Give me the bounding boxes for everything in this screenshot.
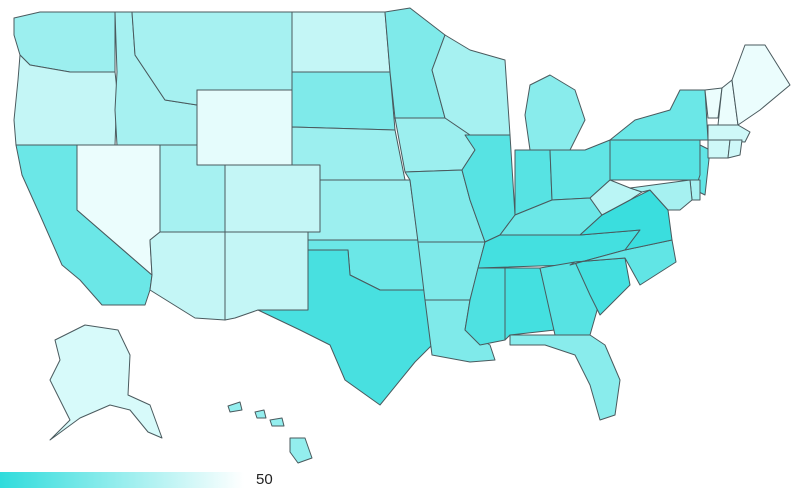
state-florida[interactable]: [509, 334, 621, 421]
state-kansas[interactable]: [307, 179, 419, 241]
state-vermont[interactable]: [704, 87, 723, 119]
state-maryland[interactable]: [629, 179, 693, 211]
state-washington[interactable]: [13, 11, 116, 73]
state-hawaii[interactable]: [227, 401, 313, 464]
state-shapes: [13, 7, 791, 464]
state-wyoming[interactable]: [196, 89, 293, 166]
state-new-mexico[interactable]: [224, 231, 309, 321]
legend-gradient-bar: [0, 472, 244, 488]
state-maine[interactable]: [731, 44, 791, 126]
state-pennsylvania[interactable]: [609, 139, 701, 181]
state-south-dakota[interactable]: [291, 71, 396, 131]
state-texas[interactable]: [257, 249, 433, 406]
state-rhode-island[interactable]: [727, 139, 743, 159]
state-colorado[interactable]: [224, 164, 321, 233]
state-michigan[interactable]: [524, 74, 586, 151]
state-alabama[interactable]: [504, 267, 556, 341]
state-massachusetts[interactable]: [707, 124, 751, 143]
state-alaska[interactable]: [49, 324, 163, 441]
legend-max-label: 50: [256, 471, 273, 488]
state-arizona[interactable]: [149, 231, 226, 321]
state-north-dakota[interactable]: [291, 11, 391, 73]
state-connecticut[interactable]: [707, 139, 731, 159]
state-new-york[interactable]: [609, 89, 709, 141]
